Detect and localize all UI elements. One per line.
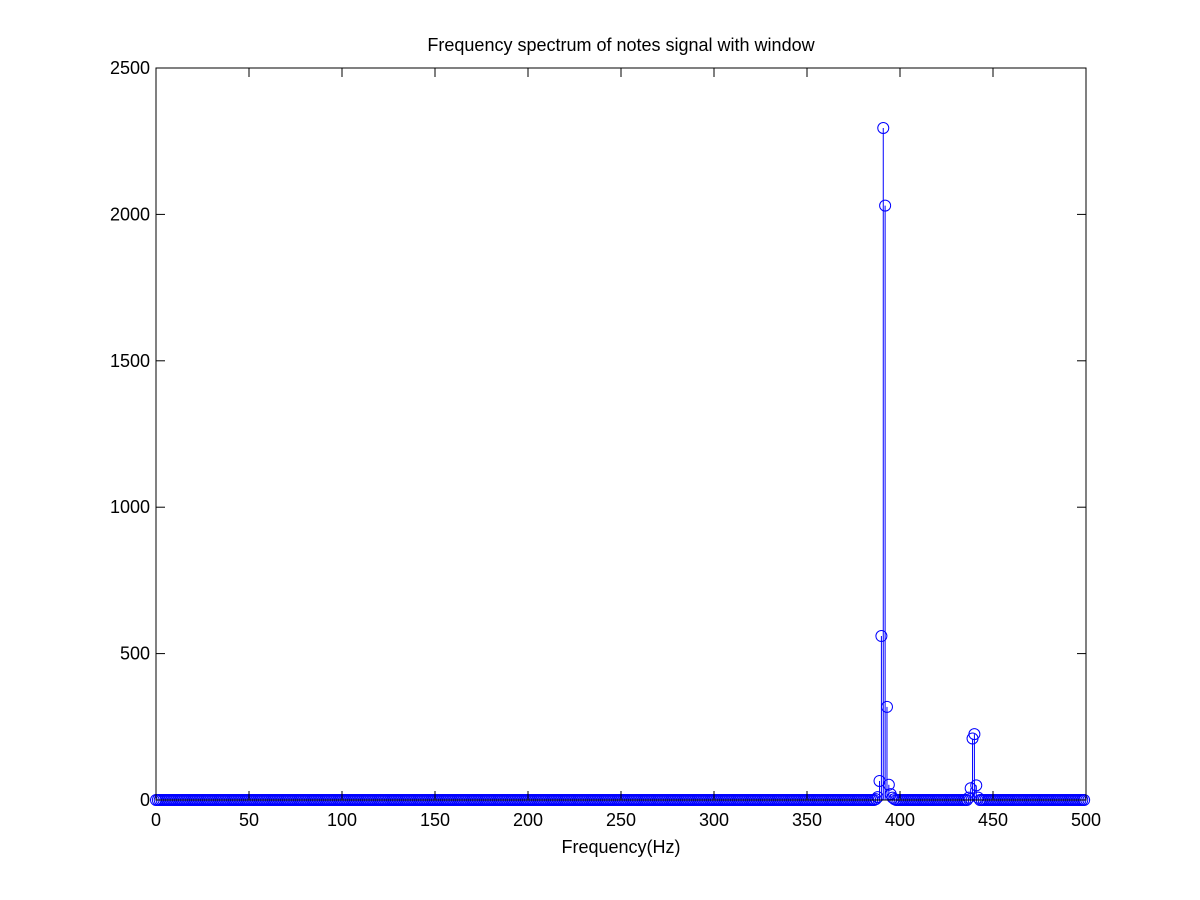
stem-marker (880, 700, 893, 713)
stem-marker (968, 728, 981, 741)
stem-marker (964, 782, 977, 795)
stem-marker (879, 199, 892, 212)
stem-marker (871, 791, 884, 804)
x-tick-label: 450 (978, 810, 1008, 830)
chart-title: Frequency spectrum of notes signal with … (427, 35, 815, 55)
x-tick-label: 300 (699, 810, 729, 830)
x-tick-label: 500 (1071, 810, 1101, 830)
stem-marker (877, 122, 890, 135)
x-tick-label: 0 (151, 810, 161, 830)
stem-marker (972, 791, 985, 804)
x-tick-label: 400 (885, 810, 915, 830)
stem-marker (875, 630, 888, 643)
plot-area (156, 68, 1086, 800)
x-tick-label: 150 (420, 810, 450, 830)
x-tick-label: 100 (327, 810, 357, 830)
x-tick-label: 200 (513, 810, 543, 830)
tick-layer: 0 50 100 150 200 250 300 350 400 450 500 0 500 1000 15… (110, 58, 1101, 830)
y-tick-label: 2000 (110, 204, 150, 224)
y-tick-label: 500 (120, 644, 150, 664)
y-tick-label: 0 (140, 790, 150, 810)
stem-marker (869, 793, 882, 806)
stem-marker (882, 778, 895, 791)
x-tick-label: 350 (792, 810, 822, 830)
x-axis-label: Frequency(Hz) (561, 837, 680, 857)
x-tick-label: 250 (606, 810, 636, 830)
y-tick-label: 2500 (110, 58, 150, 78)
stem-marker (886, 791, 899, 804)
stem-marker (970, 779, 983, 792)
x-tick-label: 50 (239, 810, 259, 830)
y-tick-label: 1500 (110, 351, 150, 371)
y-tick-label: 1000 (110, 497, 150, 517)
stem-marker (962, 791, 975, 804)
